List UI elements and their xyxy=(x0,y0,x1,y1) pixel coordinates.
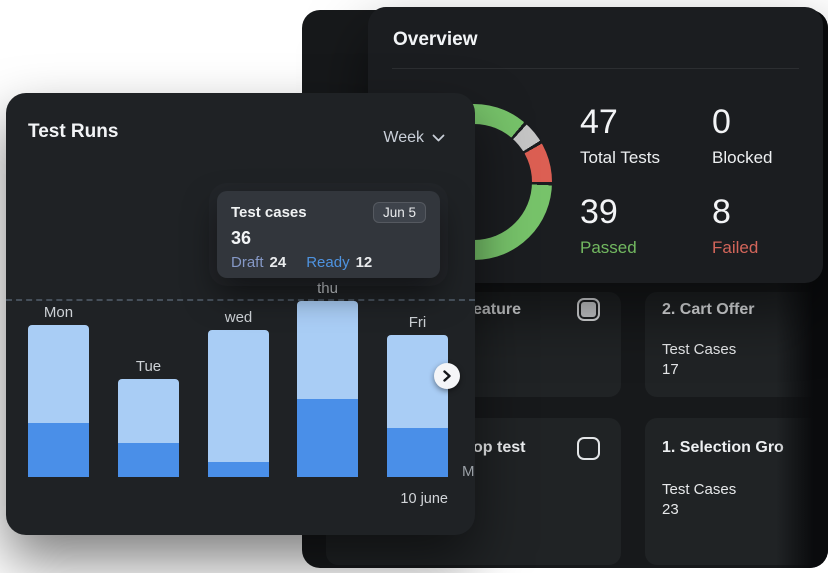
tooltip-date-badge: Jun 5 xyxy=(372,202,426,223)
bar-thu[interactable] xyxy=(297,301,358,477)
stat-value: 0 xyxy=(712,103,731,141)
stat-label: Total Tests xyxy=(580,148,661,167)
tooltip-stat-ready: Ready 12 xyxy=(306,254,372,271)
stat-label: Passed xyxy=(580,238,637,257)
stat-failed: 8 Failed xyxy=(712,194,828,258)
period-dropdown-label: Week xyxy=(383,129,424,146)
test-case-card-label: eature xyxy=(473,301,522,318)
chevron-right-icon xyxy=(443,370,451,382)
bar-Mon[interactable] xyxy=(28,325,89,477)
chart-tooltip: Test cases Jun 5 36 Draft 24 Ready 12 xyxy=(217,191,440,278)
stat-value: 39 xyxy=(580,193,618,231)
test-cases-meta-value: 23 xyxy=(662,501,679,518)
tooltip-title: Test cases xyxy=(231,204,307,221)
overview-title: Overview xyxy=(393,29,478,50)
stat-value: 47 xyxy=(580,103,618,141)
tooltip-stat-draft: Draft 24 xyxy=(231,254,286,271)
bar-label-Tue: Tue xyxy=(135,358,162,375)
ready-label: Ready xyxy=(306,254,350,271)
carousel-next-button[interactable] xyxy=(434,363,460,389)
threshold-dashed-line xyxy=(6,299,475,301)
tooltip-total: 36 xyxy=(231,228,252,248)
bar-Fri[interactable] xyxy=(387,335,448,477)
stat-value: 8 xyxy=(712,193,731,231)
stat-blocked: 0 Blocked xyxy=(712,104,828,168)
test-runs-title: Test Runs xyxy=(28,121,119,142)
bar-ready-segment xyxy=(387,428,448,477)
ready-value: 12 xyxy=(355,254,373,271)
bar-label-wed: wed xyxy=(224,309,253,326)
test-case-card-selection-group[interactable]: 1. Selection Gro Test Cases 23 xyxy=(645,418,828,565)
bar-Tue[interactable] xyxy=(118,379,179,477)
bar-wed[interactable] xyxy=(208,330,269,477)
chevron-down-icon xyxy=(432,134,445,142)
bar-chart: Mon Tue wed thu Fri xyxy=(6,93,475,535)
test-cases-meta-label: Test Cases xyxy=(662,481,737,498)
stat-label: Blocked xyxy=(712,148,773,167)
test-case-card-cart-offer[interactable]: 2. Cart Offer Test Cases 17 xyxy=(645,292,828,397)
checkbox-filled-icon[interactable] xyxy=(577,298,600,321)
divider xyxy=(392,68,799,69)
draft-value: 24 xyxy=(269,254,287,271)
test-cases-meta-value: 17 xyxy=(662,361,679,378)
stat-passed: 39 Passed xyxy=(580,194,710,258)
clipped-next-label: M xyxy=(462,463,474,480)
test-case-card-label: op test xyxy=(473,439,526,456)
footer-date: 10 june xyxy=(400,491,448,507)
bar-label-Fri: Fri xyxy=(408,314,427,331)
checkbox-empty-icon[interactable] xyxy=(577,437,600,460)
test-cases-meta-label: Test Cases xyxy=(662,341,737,358)
bar-label-thu: thu xyxy=(317,280,338,297)
stat-total-tests: 47 Total Tests xyxy=(580,104,710,168)
period-dropdown[interactable]: Week xyxy=(383,129,445,147)
bar-label-Mon: Mon xyxy=(43,304,74,321)
bar-ready-segment xyxy=(28,423,89,477)
test-case-card-title: 1. Selection Gro xyxy=(662,439,784,456)
test-case-card-title: 2. Cart Offer xyxy=(662,301,755,318)
bar-ready-segment xyxy=(118,443,179,477)
bar-ready-segment xyxy=(208,462,269,477)
test-runs-card: Test Runs Week Mon Tue wed thu Fri Test case… xyxy=(6,93,475,535)
stat-label: Failed xyxy=(712,238,759,257)
bar-ready-segment xyxy=(297,399,358,477)
draft-label: Draft xyxy=(231,254,264,271)
